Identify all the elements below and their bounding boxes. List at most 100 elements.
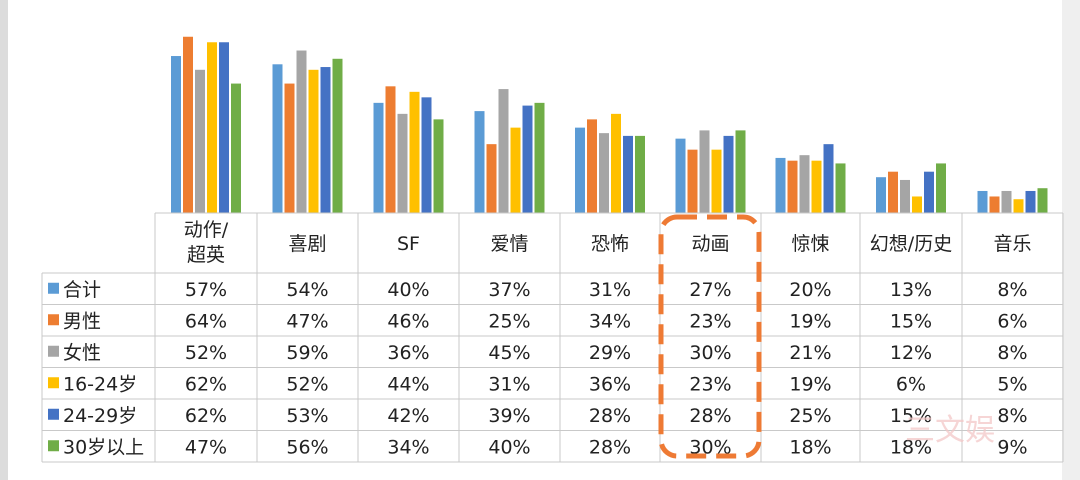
bar-幻想-历史-女性 xyxy=(900,179,910,213)
data-table-grid xyxy=(41,212,1064,463)
bar-SF-男性 xyxy=(385,86,396,213)
cell-合计-音乐: 8% xyxy=(997,279,1027,301)
bar-动画-合计 xyxy=(675,138,686,213)
cell-30岁以上-恐怖: 28% xyxy=(589,436,631,458)
cell-16-24岁-幻想-历史: 6% xyxy=(896,373,926,395)
cell-男性-动作-超英: 64% xyxy=(185,310,227,332)
bar-plot-area xyxy=(171,36,1048,214)
category-label-动画: 动画 xyxy=(691,233,729,255)
category-label-幻想-历史: 幻想/历史 xyxy=(870,233,952,255)
bar-惊悚-合计 xyxy=(775,157,786,213)
legend-label-女性: 女性 xyxy=(63,342,101,364)
cell-女性-爱情: 45% xyxy=(488,342,530,364)
bar-喜剧-合计 xyxy=(272,64,283,214)
cell-30岁以上-喜剧: 56% xyxy=(286,436,328,458)
cell-16-24岁-喜剧: 52% xyxy=(286,373,328,395)
bar-动画-女性 xyxy=(699,130,710,213)
cell-16-24岁-动作-超英: 62% xyxy=(185,373,227,395)
legend-label-16-24岁: 16-24岁 xyxy=(63,373,137,395)
legend-swatch-女性 xyxy=(48,345,59,357)
bar-SF-女性 xyxy=(397,113,408,213)
bar-SF-16-24岁 xyxy=(409,91,420,213)
category-label-爱情: 爱情 xyxy=(490,233,528,255)
cell-24-29岁-动画: 28% xyxy=(689,405,731,427)
cell-合计-幻想-历史: 13% xyxy=(890,279,932,301)
cell-16-24岁-动画: 23% xyxy=(689,373,731,395)
bar-音乐-24-29岁 xyxy=(1025,190,1036,213)
cell-女性-动画: 30% xyxy=(689,342,731,364)
bar-爱情-24-29岁 xyxy=(522,105,533,213)
bar-动作-超英-24-29岁 xyxy=(219,42,229,214)
bar-动画-30岁以上 xyxy=(735,130,746,213)
bar-喜剧-女性 xyxy=(296,50,307,214)
legend-swatch-30岁以上 xyxy=(48,440,59,452)
legend-swatch-男性 xyxy=(48,314,59,326)
bar-爱情-16-24岁 xyxy=(510,127,521,213)
bar-爱情-合计 xyxy=(474,111,485,213)
bar-恐怖-女性 xyxy=(599,133,609,213)
bar-动画-男性 xyxy=(687,149,698,213)
legend-label-男性: 男性 xyxy=(63,310,101,332)
legend-swatch-24-29岁 xyxy=(48,408,59,420)
bar-喜剧-30岁以上 xyxy=(332,58,343,214)
left-page-edge xyxy=(0,0,8,480)
bar-恐怖-30岁以上 xyxy=(635,135,645,213)
right-page-edge xyxy=(1062,0,1080,480)
category-label-喜剧: 喜剧 xyxy=(288,233,326,255)
bar-动画-16-24岁 xyxy=(711,149,722,213)
bar-SF-24-29岁 xyxy=(421,97,432,213)
bar-喜剧-24-29岁 xyxy=(320,67,331,214)
cell-女性-恐怖: 29% xyxy=(589,342,631,364)
cell-30岁以上-动画: 30% xyxy=(689,436,731,458)
bar-幻想-历史-男性 xyxy=(888,171,898,213)
bar-惊悚-16-24岁 xyxy=(811,160,822,213)
legend-label-合计: 合计 xyxy=(63,279,101,301)
cell-女性-SF: 36% xyxy=(387,342,429,364)
legend-label-24-29岁: 24-29岁 xyxy=(63,405,137,427)
legend-label-30岁以上: 30岁以上 xyxy=(63,436,144,458)
bar-音乐-合计 xyxy=(977,190,988,213)
cell-女性-动作-超英: 52% xyxy=(185,342,227,364)
cell-合计-SF: 40% xyxy=(387,279,429,301)
cell-女性-喜剧: 59% xyxy=(286,342,328,364)
bar-SF-合计 xyxy=(373,102,384,213)
cell-男性-爱情: 25% xyxy=(488,310,530,332)
cell-合计-喜剧: 54% xyxy=(286,279,328,301)
cell-24-29岁-爱情: 39% xyxy=(488,405,530,427)
bar-动作-超英-男性 xyxy=(183,36,193,213)
cell-男性-惊悚: 19% xyxy=(789,310,831,332)
cell-合计-动作-超英: 57% xyxy=(185,279,227,301)
cell-16-24岁-SF: 44% xyxy=(387,373,429,395)
cell-24-29岁-惊悚: 25% xyxy=(789,405,831,427)
bar-幻想-历史-合计 xyxy=(876,177,886,213)
bar-恐怖-24-29岁 xyxy=(623,135,633,213)
cell-30岁以上-音乐: 9% xyxy=(997,436,1027,458)
category-label-动作-超英-line2: 超英 xyxy=(187,244,225,266)
bar-惊悚-24-29岁 xyxy=(823,144,834,213)
cell-女性-惊悚: 21% xyxy=(789,342,831,364)
cell-合计-恐怖: 31% xyxy=(589,279,631,301)
category-header-row: 动作/超英 喜剧 SF 爱情 恐怖 动画 惊悚 幻想/历史 音乐 xyxy=(184,219,1032,266)
cell-男性-恐怖: 34% xyxy=(589,310,631,332)
bar-惊悚-男性 xyxy=(787,160,798,213)
cell-合计-爱情: 37% xyxy=(488,279,530,301)
bar-恐怖-16-24岁 xyxy=(611,113,621,213)
bar-动作-超英-合计 xyxy=(171,56,181,214)
legend-swatch-合计 xyxy=(48,282,59,294)
cell-30岁以上-幻想-历史: 18% xyxy=(890,436,932,458)
category-label-SF: SF xyxy=(397,233,420,255)
cell-30岁以上-SF: 34% xyxy=(387,436,429,458)
watermark-text: 三文娱 xyxy=(905,413,995,448)
bar-恐怖-合计 xyxy=(575,127,585,213)
bar-动作-超英-30岁以上 xyxy=(231,83,241,213)
cell-男性-SF: 46% xyxy=(387,310,429,332)
bar-SF-30岁以上 xyxy=(433,119,444,213)
data-table-cells: 57% 54% 40% 37% 31% 27% 20% 13% 8% 64% 47% 46% 25% 34… xyxy=(185,279,1028,459)
cell-合计-动画: 27% xyxy=(689,279,731,301)
bar-音乐-男性 xyxy=(989,196,1000,213)
bar-动画-24-29岁 xyxy=(723,135,734,213)
cell-24-29岁-恐怖: 28% xyxy=(589,405,631,427)
cell-24-29岁-SF: 42% xyxy=(387,405,429,427)
